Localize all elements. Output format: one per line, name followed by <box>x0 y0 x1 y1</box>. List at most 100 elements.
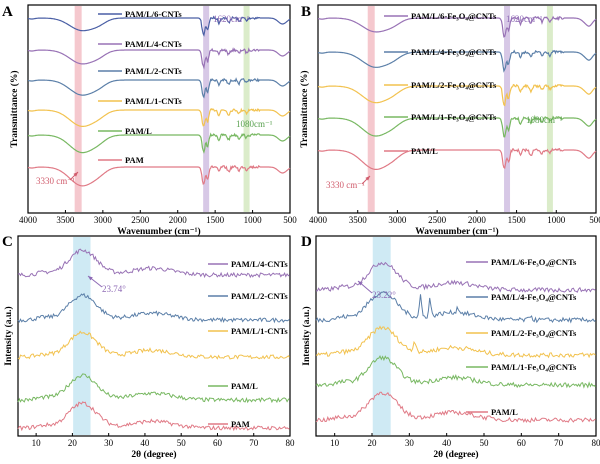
x-tick-label-C-2: 30 <box>104 438 114 448</box>
legend-label-D-2: PAM/L/2-Fe₃O₄@CNTs <box>491 328 577 338</box>
legend-label-A-1: PAM/L/4-CNTs <box>125 39 182 49</box>
x-tick-label-C-6: 70 <box>249 438 259 448</box>
x-tick-label-B-0: 4000 <box>309 215 328 225</box>
annotation-D-peak: 23.22° <box>372 290 396 300</box>
legend-label-D-0: PAM/L/6-Fe₃O₄@CNTs <box>491 257 577 267</box>
legend-label-B-2: PAM/L/2-Fe₃O₄@CNTs <box>411 80 497 90</box>
x-tick-label-D-0: 10 <box>330 438 340 448</box>
legend-label-A-4: PAM/L <box>125 126 152 136</box>
legend-label-C-2: PAM/L/1-CNTs <box>231 326 288 336</box>
arrow-C-head <box>88 276 93 281</box>
x-tick-label-B-5: 1500 <box>508 215 527 225</box>
arrow-A-3330-head <box>73 172 78 177</box>
series-D-3 <box>315 354 596 389</box>
band-A-1620 <box>203 6 210 212</box>
x-tick-label-B-6: 1000 <box>547 215 566 225</box>
panel-letter-A: A <box>2 4 13 20</box>
x-tick-label-A-5: 1500 <box>206 215 225 225</box>
x-tick-label-C-5: 60 <box>213 438 223 448</box>
x-tick-label-B-7: 500 <box>589 215 600 225</box>
legend-label-B-0: PAM/L/6-Fe₃O₄@CNTs <box>411 11 497 21</box>
x-tick-label-A-4: 2000 <box>169 215 188 225</box>
x-tick-label-C-7: 80 <box>286 438 296 448</box>
x-axis-label-D: 2θ (degree) <box>433 449 478 460</box>
x-tick-label-A-6: 1000 <box>244 215 263 225</box>
series-C-1 <box>17 292 290 324</box>
x-tick-label-C-0: 10 <box>32 438 42 448</box>
legend-label-C-0: PAM/L/4-CNTs <box>231 259 288 269</box>
series-C-3 <box>17 373 290 404</box>
legend-label-D-3: PAM/L/1-Fe₃O₄@CNTs <box>491 362 577 372</box>
plot-frame-A <box>27 4 291 214</box>
series-A-1 <box>27 47 291 70</box>
band-B-3330 <box>367 6 375 212</box>
panel-letter-D: D <box>301 234 312 250</box>
series-C-2 <box>17 330 290 360</box>
plot-frame-B <box>317 4 597 214</box>
x-tick-label-D-3: 40 <box>442 438 452 448</box>
series-C-4 <box>17 401 290 432</box>
band-C <box>73 237 91 435</box>
x-tick-label-D-5: 60 <box>517 438 527 448</box>
series-B-3 <box>317 114 597 138</box>
annotation-B-1620: 1620cm⁻¹ <box>506 14 543 24</box>
annotation-C-peak: 23.74° <box>102 284 126 294</box>
series-D-1 <box>315 291 596 324</box>
series-A-5 <box>27 164 291 187</box>
x-tick-label-D-7: 80 <box>592 438 600 448</box>
legend-label-C-1: PAM/L/2-CNTs <box>231 291 288 301</box>
annotation-B-1080: 1080cm⁻¹ <box>526 115 563 125</box>
x-axis-label-B: Wavenumber (cm⁻¹) <box>415 226 498 237</box>
series-B-0 <box>317 15 597 38</box>
x-tick-label-B-2: 3000 <box>388 215 407 225</box>
legend-label-A-2: PAM/L/2-CNTs <box>125 66 182 76</box>
series-D-4 <box>315 391 596 423</box>
annotation-A-1080: 1080cm⁻¹ <box>236 119 273 129</box>
y-axis-label-B: Transmittance (%) <box>299 70 310 147</box>
legend-label-B-1: PAM/L/4-Fe₃O₄@CNTs <box>411 47 497 57</box>
x-tick-label-D-1: 20 <box>368 438 378 448</box>
legend-label-B-4: PAM/L <box>411 146 438 156</box>
plot-frame-D <box>315 235 597 437</box>
legend-label-A-3: PAM/L/1-CNTs <box>125 96 182 106</box>
x-tick-label-A-3: 2500 <box>131 215 150 225</box>
legend-label-A-5: PAM <box>125 155 144 165</box>
y-axis-label-A: Transmittance (%) <box>9 70 20 147</box>
series-D-2 <box>315 325 596 359</box>
legend-label-C-3: PAM/L <box>231 381 258 391</box>
legend-label-D-4: PAM/L <box>491 407 518 417</box>
series-C-0 <box>17 248 290 279</box>
panel-letter-B: B <box>301 4 311 20</box>
x-tick-label-A-1: 3500 <box>56 215 75 225</box>
x-tick-label-A-7: 500 <box>283 215 297 225</box>
series-D-0 <box>316 261 596 293</box>
series-A-3 <box>27 107 291 127</box>
series-B-2 <box>317 83 597 107</box>
series-A-0 <box>27 15 291 37</box>
x-tick-label-B-1: 3500 <box>349 215 368 225</box>
annotation-A-3330: 3330 cm⁻¹ <box>36 176 75 186</box>
band-D <box>372 237 391 435</box>
x-axis-label-A: Wavenumber (cm⁻¹) <box>117 226 200 237</box>
legend-label-B-3: PAM/L/1-Fe₃O₄@CNTs <box>411 112 497 122</box>
x-tick-label-A-0: 4000 <box>19 215 38 225</box>
x-tick-label-D-4: 50 <box>480 438 490 448</box>
arrow-B-3330-head <box>365 176 370 181</box>
x-axis-label-C: 2θ (degree) <box>131 449 176 460</box>
x-tick-label-B-3: 2500 <box>428 215 447 225</box>
series-A-4 <box>27 132 291 154</box>
legend-label-A-0: PAM/L/6-CNTs <box>125 9 182 19</box>
x-tick-label-C-1: 20 <box>68 438 78 448</box>
band-B-1080 <box>546 6 553 212</box>
annotation-B-3330: 3330 cm⁻¹ <box>326 180 365 190</box>
arrow-D-head <box>358 281 363 286</box>
x-tick-label-D-6: 70 <box>554 438 564 448</box>
plot-frame-C <box>17 235 291 437</box>
x-tick-label-B-4: 2000 <box>468 215 487 225</box>
x-tick-label-D-2: 30 <box>405 438 415 448</box>
y-axis-label-C: Intensity (a.u.) <box>3 306 14 365</box>
annotation-A-1620: 1620cm⁻¹ <box>213 14 250 24</box>
band-B-1620 <box>504 6 511 212</box>
x-tick-label-C-3: 40 <box>140 438 150 448</box>
panel-letter-C: C <box>2 234 13 250</box>
